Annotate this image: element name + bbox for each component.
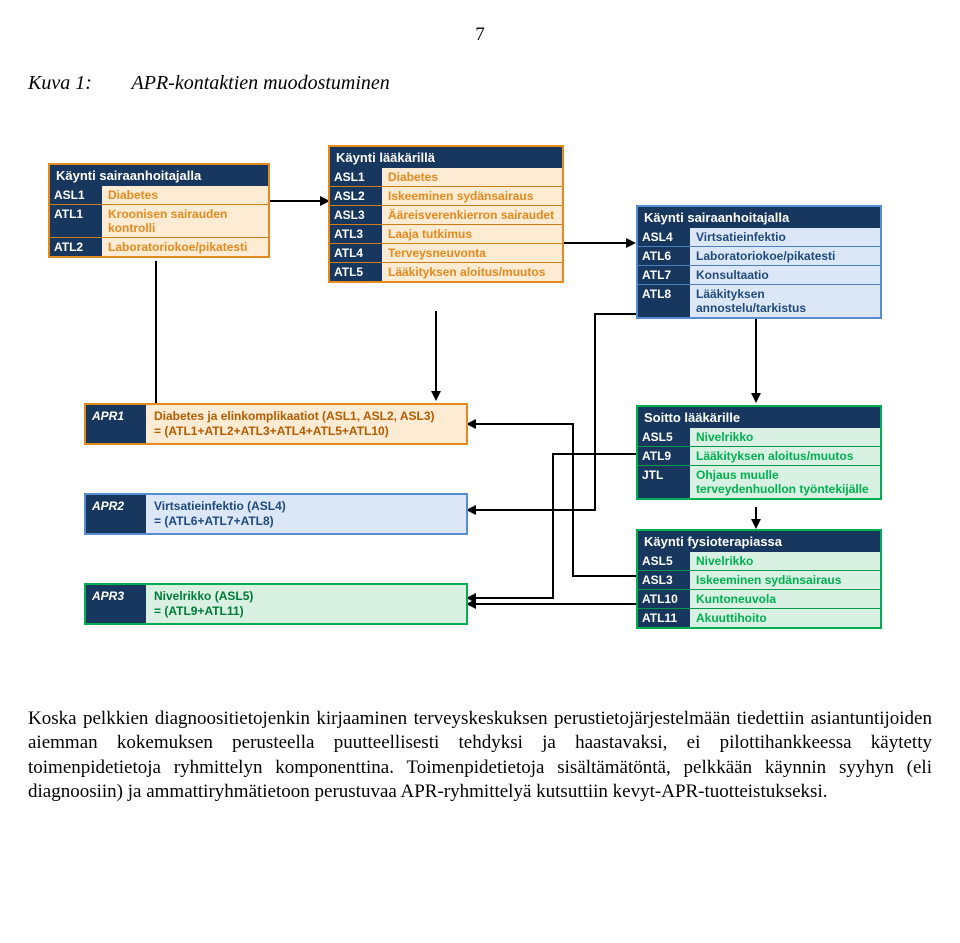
row-code: ATL7: [638, 266, 690, 284]
box-header: Käynti fysioterapiassa: [638, 531, 880, 552]
apr-label: Diabetes ja elinkomplikaatiot (ASL1, ASL…: [146, 405, 466, 443]
table-row: ASL3Iskeeminen sydänsairaus: [638, 570, 880, 589]
box-visit_doctor: Käynti lääkärilläASL1DiabetesASL2Iskeemi…: [328, 145, 564, 283]
box-header: Soitto lääkärille: [638, 407, 880, 428]
row-code: ATL2: [50, 238, 102, 256]
apr-apr3: APR3Nivelrikko (ASL5)= (ATL9+ATL11): [84, 583, 468, 625]
table-row: ASL5Nivelrikko: [638, 552, 880, 570]
apr-label-line2: = (ATL9+ATL11): [154, 604, 458, 619]
table-row: ASL1Diabetes: [50, 186, 268, 204]
figure-title: APR-kontaktien muodostuminen: [132, 72, 390, 94]
body-paragraph: Koska pelkkien diagnoositietojenkin kirj…: [28, 707, 932, 804]
table-row: ASL3Ääreisverenkierron sairaudet: [330, 205, 562, 224]
table-row: ATL11Akuuttihoito: [638, 608, 880, 627]
row-label: Akuuttihoito: [690, 609, 880, 627]
diagram-canvas: Käynti sairaanhoitajallaASL1DiabetesATL1…: [28, 123, 932, 679]
figure-label: Kuva 1:: [28, 72, 92, 94]
box-visit_physio: Käynti fysioterapiassaASL5NivelrikkoASL3…: [636, 529, 882, 629]
row-label: Ohjaus muulle terveydenhuollon työntekij…: [690, 466, 880, 498]
apr-apr2: APR2Virtsatieinfektio (ASL4)= (ATL6+ATL7…: [84, 493, 468, 535]
row-code: ATL8: [638, 285, 690, 317]
row-label: Laaja tutkimus: [382, 225, 562, 243]
row-code: ASL5: [638, 428, 690, 446]
box-header: Käynti lääkärillä: [330, 147, 562, 168]
table-row: ATL10Kuntoneuvola: [638, 589, 880, 608]
row-code: ASL1: [330, 168, 382, 186]
row-code: ATL1: [50, 205, 102, 237]
apr-label-line2: = (ATL6+ATL7+ATL8): [154, 514, 458, 529]
table-row: ATL4Terveysneuvonta: [330, 243, 562, 262]
row-label: Terveysneuvonta: [382, 244, 562, 262]
box-header: Käynti sairaanhoitajalla: [638, 207, 880, 228]
apr-label-line1: Nivelrikko (ASL5): [154, 589, 458, 604]
row-code: ATL3: [330, 225, 382, 243]
table-row: ATL3Laaja tutkimus: [330, 224, 562, 243]
page-number: 7: [28, 24, 932, 46]
apr-code: APR3: [86, 585, 146, 623]
apr-label-line1: Diabetes ja elinkomplikaatiot (ASL1, ASL…: [154, 409, 458, 424]
row-label: Lääkityksen annostelu/tarkistus: [690, 285, 880, 317]
row-label: Lääkityksen aloitus/muutos: [690, 447, 880, 465]
table-row: ATL8Lääkityksen annostelu/tarkistus: [638, 284, 880, 317]
row-label: Kuntoneuvola: [690, 590, 880, 608]
table-row: ATL1Kroonisen sairauden kontrolli: [50, 204, 268, 237]
table-row: ATL7Konsultaatio: [638, 265, 880, 284]
table-row: ASL5Nivelrikko: [638, 428, 880, 446]
row-label: Lääkityksen aloitus/muutos: [382, 263, 562, 281]
box-header: Käynti sairaanhoitajalla: [50, 165, 268, 186]
row-label: Laboratoriokoe/pikatesti: [690, 247, 880, 265]
row-label: Diabetes: [102, 186, 268, 204]
apr-code: APR1: [86, 405, 146, 443]
row-code: ASL3: [638, 571, 690, 589]
row-code: ASL1: [50, 186, 102, 204]
table-row: JTLOhjaus muulle terveydenhuollon työnte…: [638, 465, 880, 498]
row-code: ASL2: [330, 187, 382, 205]
table-row: ASL2Iskeeminen sydänsairaus: [330, 186, 562, 205]
row-label: Iskeeminen sydänsairaus: [690, 571, 880, 589]
row-label: Laboratoriokoe/pikatesti: [102, 238, 268, 256]
row-code: ASL5: [638, 552, 690, 570]
row-code: ATL9: [638, 447, 690, 465]
apr-label-line1: Virtsatieinfektio (ASL4): [154, 499, 458, 514]
row-code: ATL6: [638, 247, 690, 265]
box-visit_nurse_2: Käynti sairaanhoitajallaASL4Virtsatieinf…: [636, 205, 882, 319]
row-label: Iskeeminen sydänsairaus: [382, 187, 562, 205]
row-label: Konsultaatio: [690, 266, 880, 284]
apr-label-line2: = (ATL1+ATL2+ATL3+ATL4+ATL5+ATL10): [154, 424, 458, 439]
table-row: ASL1Diabetes: [330, 168, 562, 186]
table-row: ATL5Lääkityksen aloitus/muutos: [330, 262, 562, 281]
apr-code: APR2: [86, 495, 146, 533]
row-code: ASL3: [330, 206, 382, 224]
row-code: ATL4: [330, 244, 382, 262]
box-call_doctor: Soitto lääkärilleASL5NivelrikkoATL9Lääki…: [636, 405, 882, 500]
figure-caption: Kuva 1: APR-kontaktien muodostuminen: [28, 72, 932, 95]
box-visit_nurse_1: Käynti sairaanhoitajallaASL1DiabetesATL1…: [48, 163, 270, 258]
table-row: ATL9Lääkityksen aloitus/muutos: [638, 446, 880, 465]
table-row: ATL2Laboratoriokoe/pikatesti: [50, 237, 268, 256]
row-label: Ääreisverenkierron sairaudet: [382, 206, 562, 224]
apr-label: Virtsatieinfektio (ASL4)= (ATL6+ATL7+ATL…: [146, 495, 466, 533]
row-label: Nivelrikko: [690, 428, 880, 446]
row-label: Virtsatieinfektio: [690, 228, 880, 246]
row-label: Kroonisen sairauden kontrolli: [102, 205, 268, 237]
table-row: ASL4Virtsatieinfektio: [638, 228, 880, 246]
row-code: ATL5: [330, 263, 382, 281]
row-label: Diabetes: [382, 168, 562, 186]
table-row: ATL6Laboratoriokoe/pikatesti: [638, 246, 880, 265]
apr-apr1: APR1 Diabetes ja elinkomplikaatiot (ASL1,…: [84, 403, 468, 445]
apr-label: Nivelrikko (ASL5)= (ATL9+ATL11): [146, 585, 466, 623]
row-label: Nivelrikko: [690, 552, 880, 570]
row-code: ASL4: [638, 228, 690, 246]
row-code: ATL11: [638, 609, 690, 627]
row-code: JTL: [638, 466, 690, 498]
row-code: ATL10: [638, 590, 690, 608]
